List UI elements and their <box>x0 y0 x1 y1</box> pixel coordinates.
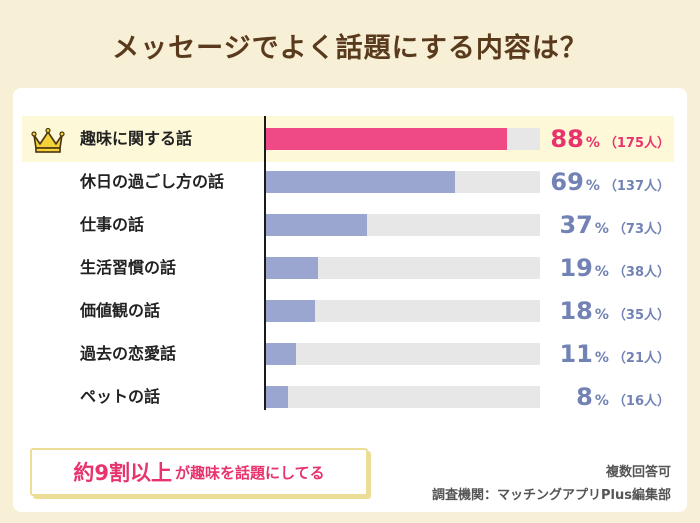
callout-box: 約9割以上 が趣味を話題にしてる <box>30 448 368 496</box>
multiple-answer-note: 複数回答可 <box>605 465 671 480</box>
percent-unit: % <box>594 307 609 323</box>
bar <box>266 343 297 365</box>
count-label: （21人） <box>612 351 670 366</box>
value-label-group: 8% （16人） <box>540 382 670 412</box>
category-label: 価値観の話 <box>80 301 161 320</box>
value-label: 69 <box>550 168 584 196</box>
category-label: 趣味に関する話 <box>80 129 193 148</box>
bar <box>266 214 368 236</box>
category-label: 過去の恋愛話 <box>80 344 177 363</box>
percent-unit: % <box>594 350 609 366</box>
value-label: 11 <box>559 340 593 368</box>
count-label: （73人） <box>612 222 670 237</box>
value-label-group: 11% （21人） <box>540 339 670 369</box>
percent-unit: % <box>585 135 600 151</box>
bar <box>266 128 508 150</box>
value-label: 18 <box>559 297 593 325</box>
count-label: （16人） <box>612 394 670 409</box>
crown-icon <box>31 127 65 153</box>
bar-track <box>266 386 540 408</box>
category-label: ペットの話 <box>80 387 161 406</box>
count-label: （175人） <box>603 136 670 151</box>
value-label: 19 <box>559 254 593 282</box>
value-label-group: 18% （35人） <box>540 296 670 326</box>
bar <box>266 257 319 279</box>
source-note: 調査機関：マッチングアプリPlus編集部 <box>432 488 671 503</box>
callout-emphasis: 約9割以上 <box>73 461 173 485</box>
bar-track <box>266 343 540 365</box>
percent-unit: % <box>594 264 609 280</box>
value-label-group: 69% （137人） <box>540 167 670 197</box>
value-label: 37 <box>559 211 593 239</box>
count-label: （35人） <box>612 308 670 323</box>
bar <box>266 386 288 408</box>
bar <box>266 300 316 322</box>
value-label: 88 <box>550 125 584 153</box>
y-axis-line <box>264 116 266 410</box>
percent-unit: % <box>585 178 600 194</box>
count-label: （137人） <box>603 179 670 194</box>
value-label-group: 19% （38人） <box>540 253 670 283</box>
category-label: 生活習慣の話 <box>80 258 177 277</box>
bar-track <box>266 257 540 279</box>
bar-track <box>266 300 540 322</box>
count-label: （38人） <box>612 265 670 280</box>
value-label-group: 37% （73人） <box>540 210 670 240</box>
percent-unit: % <box>594 393 609 409</box>
category-label: 仕事の話 <box>80 215 145 234</box>
callout-text: が趣味を話題にしてる <box>175 463 325 482</box>
value-label: 8 <box>576 383 593 411</box>
bar <box>266 171 456 193</box>
value-label-group: 88% （175人） <box>540 124 670 154</box>
category-label: 休日の過ごし方の話 <box>80 172 225 191</box>
percent-unit: % <box>594 221 609 237</box>
page-title: メッセージでよく話題にする内容は？ <box>112 33 588 64</box>
